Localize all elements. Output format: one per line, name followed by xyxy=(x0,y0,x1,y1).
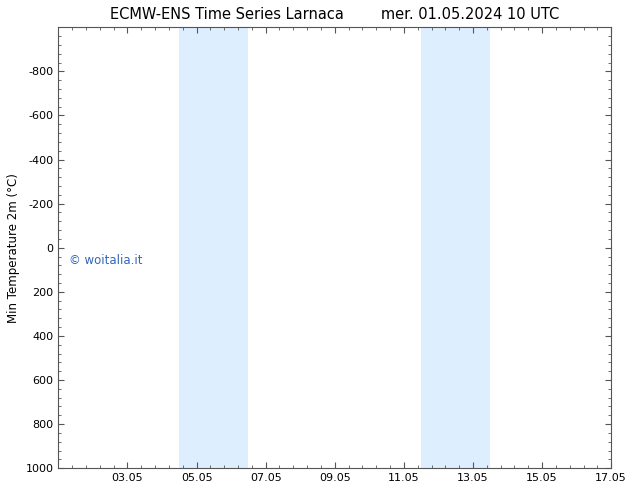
Bar xyxy=(179,27,249,468)
Bar xyxy=(421,27,490,468)
Title: ECMW-ENS Time Series Larnaca        mer. 01.05.2024 10 UTC: ECMW-ENS Time Series Larnaca mer. 01.05.… xyxy=(110,7,559,22)
Text: © woitalia.it: © woitalia.it xyxy=(68,254,142,268)
Y-axis label: Min Temperature 2m (°C): Min Temperature 2m (°C) xyxy=(7,173,20,323)
